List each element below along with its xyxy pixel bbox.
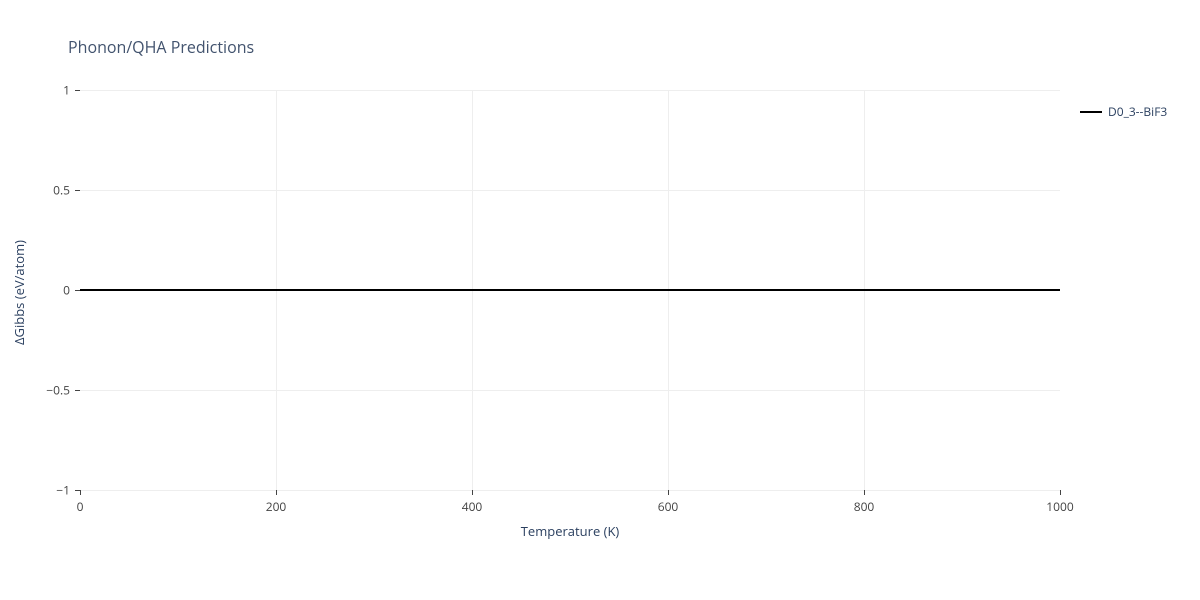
x-tick (1060, 490, 1061, 495)
y-tick-label: 1 (63, 82, 70, 99)
x-tick (668, 490, 669, 495)
chart-title: Phonon/QHA Predictions (68, 36, 254, 58)
x-tick (276, 490, 277, 495)
y-tick (75, 90, 80, 91)
series-line (80, 289, 1060, 291)
y-tick (75, 290, 80, 291)
chart-container: Phonon/QHA Predictions Temperature (K) Δ… (0, 0, 1200, 600)
legend: D0_3--BiF3 (1080, 103, 1167, 120)
x-tick-label: 1000 (1046, 498, 1073, 515)
y-tick-label: 0.5 (53, 182, 70, 199)
y-gridline (80, 490, 1060, 491)
y-tick-label: −0.5 (46, 382, 70, 399)
x-tick-label: 400 (462, 498, 483, 515)
legend-label: D0_3--BiF3 (1108, 103, 1167, 120)
y-tick (75, 390, 80, 391)
y-gridline (80, 190, 1060, 191)
x-tick (472, 490, 473, 495)
x-tick-label: 800 (854, 498, 875, 515)
x-tick (864, 490, 865, 495)
y-tick-label: −1 (56, 482, 70, 499)
y-tick (75, 490, 80, 491)
y-gridline (80, 90, 1060, 91)
x-axis-label: Temperature (K) (521, 522, 620, 540)
y-gridline (80, 390, 1060, 391)
x-tick-label: 600 (658, 498, 679, 515)
y-axis-label: ΔGibbs (eV/atom) (10, 240, 28, 345)
x-tick-label: 200 (266, 498, 287, 515)
plot-area (80, 90, 1060, 490)
x-tick-label: 0 (77, 498, 84, 515)
y-tick (75, 190, 80, 191)
y-tick-label: 0 (63, 282, 70, 299)
x-tick (80, 490, 81, 495)
legend-swatch (1080, 111, 1102, 113)
